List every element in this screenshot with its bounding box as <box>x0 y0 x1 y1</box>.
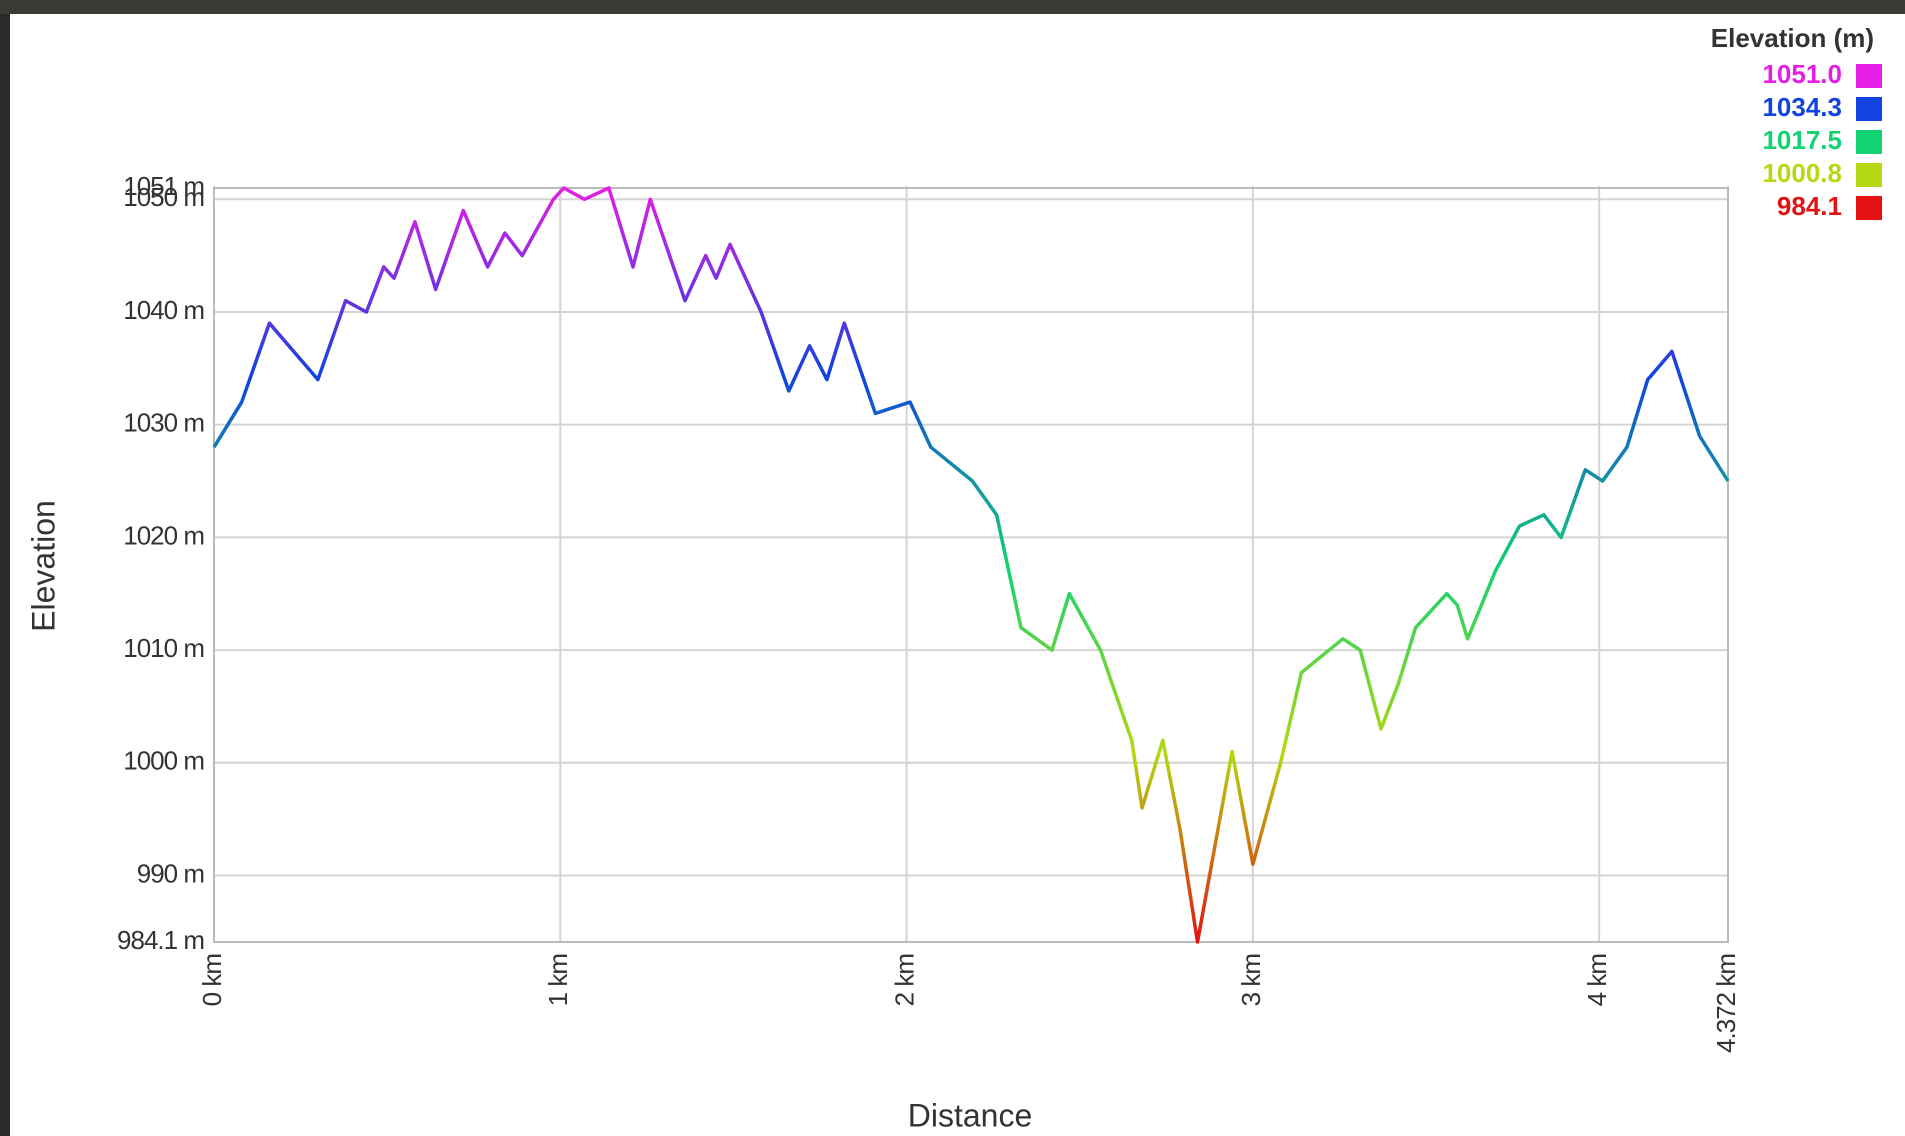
legend-swatch <box>1856 97 1882 121</box>
plot-frame <box>213 187 1729 943</box>
y-tick-label: 1010 m <box>123 633 204 663</box>
y-tick-label: 1000 m <box>123 746 204 776</box>
x-tick-label: 1 km <box>543 954 573 1006</box>
x-tick-label: 4 km <box>1582 954 1612 1006</box>
y-tick-label: 1020 m <box>123 520 204 550</box>
y-tick-label: 990 m <box>137 858 204 888</box>
y-tick-label: 1030 m <box>123 408 204 438</box>
elevation-line <box>212 186 1730 944</box>
panel <box>10 14 1905 1136</box>
legend-swatch <box>1856 130 1882 154</box>
legend-label: 1034.3 <box>1762 92 1842 122</box>
y-tick-label: 1050 m <box>123 182 204 212</box>
legend-label: 1051.0 <box>1762 59 1842 89</box>
legend-swatch <box>1856 163 1882 187</box>
legend-title: Elevation (m) <box>1711 23 1874 53</box>
y-axis-title: Elevation <box>25 500 61 632</box>
x-tick-label: 4.372 km <box>1711 954 1741 1053</box>
x-tick-label: 3 km <box>1236 954 1266 1006</box>
x-axis-title: Distance <box>908 1097 1033 1133</box>
y-tick-label: 1051 m <box>123 171 204 201</box>
legend-label: 1000.8 <box>1762 158 1842 188</box>
y-tick-label: 984.1 m <box>117 925 204 955</box>
legend-label: 984.1 <box>1777 191 1842 221</box>
legend-swatch <box>1856 64 1882 88</box>
y-tick-label: 1040 m <box>123 295 204 325</box>
x-tick-label: 0 km <box>197 954 227 1006</box>
map-strip <box>0 0 1905 14</box>
legend-swatch <box>1856 196 1882 220</box>
x-tick-label: 2 km <box>889 954 919 1006</box>
legend-label: 1017.5 <box>1762 125 1842 155</box>
